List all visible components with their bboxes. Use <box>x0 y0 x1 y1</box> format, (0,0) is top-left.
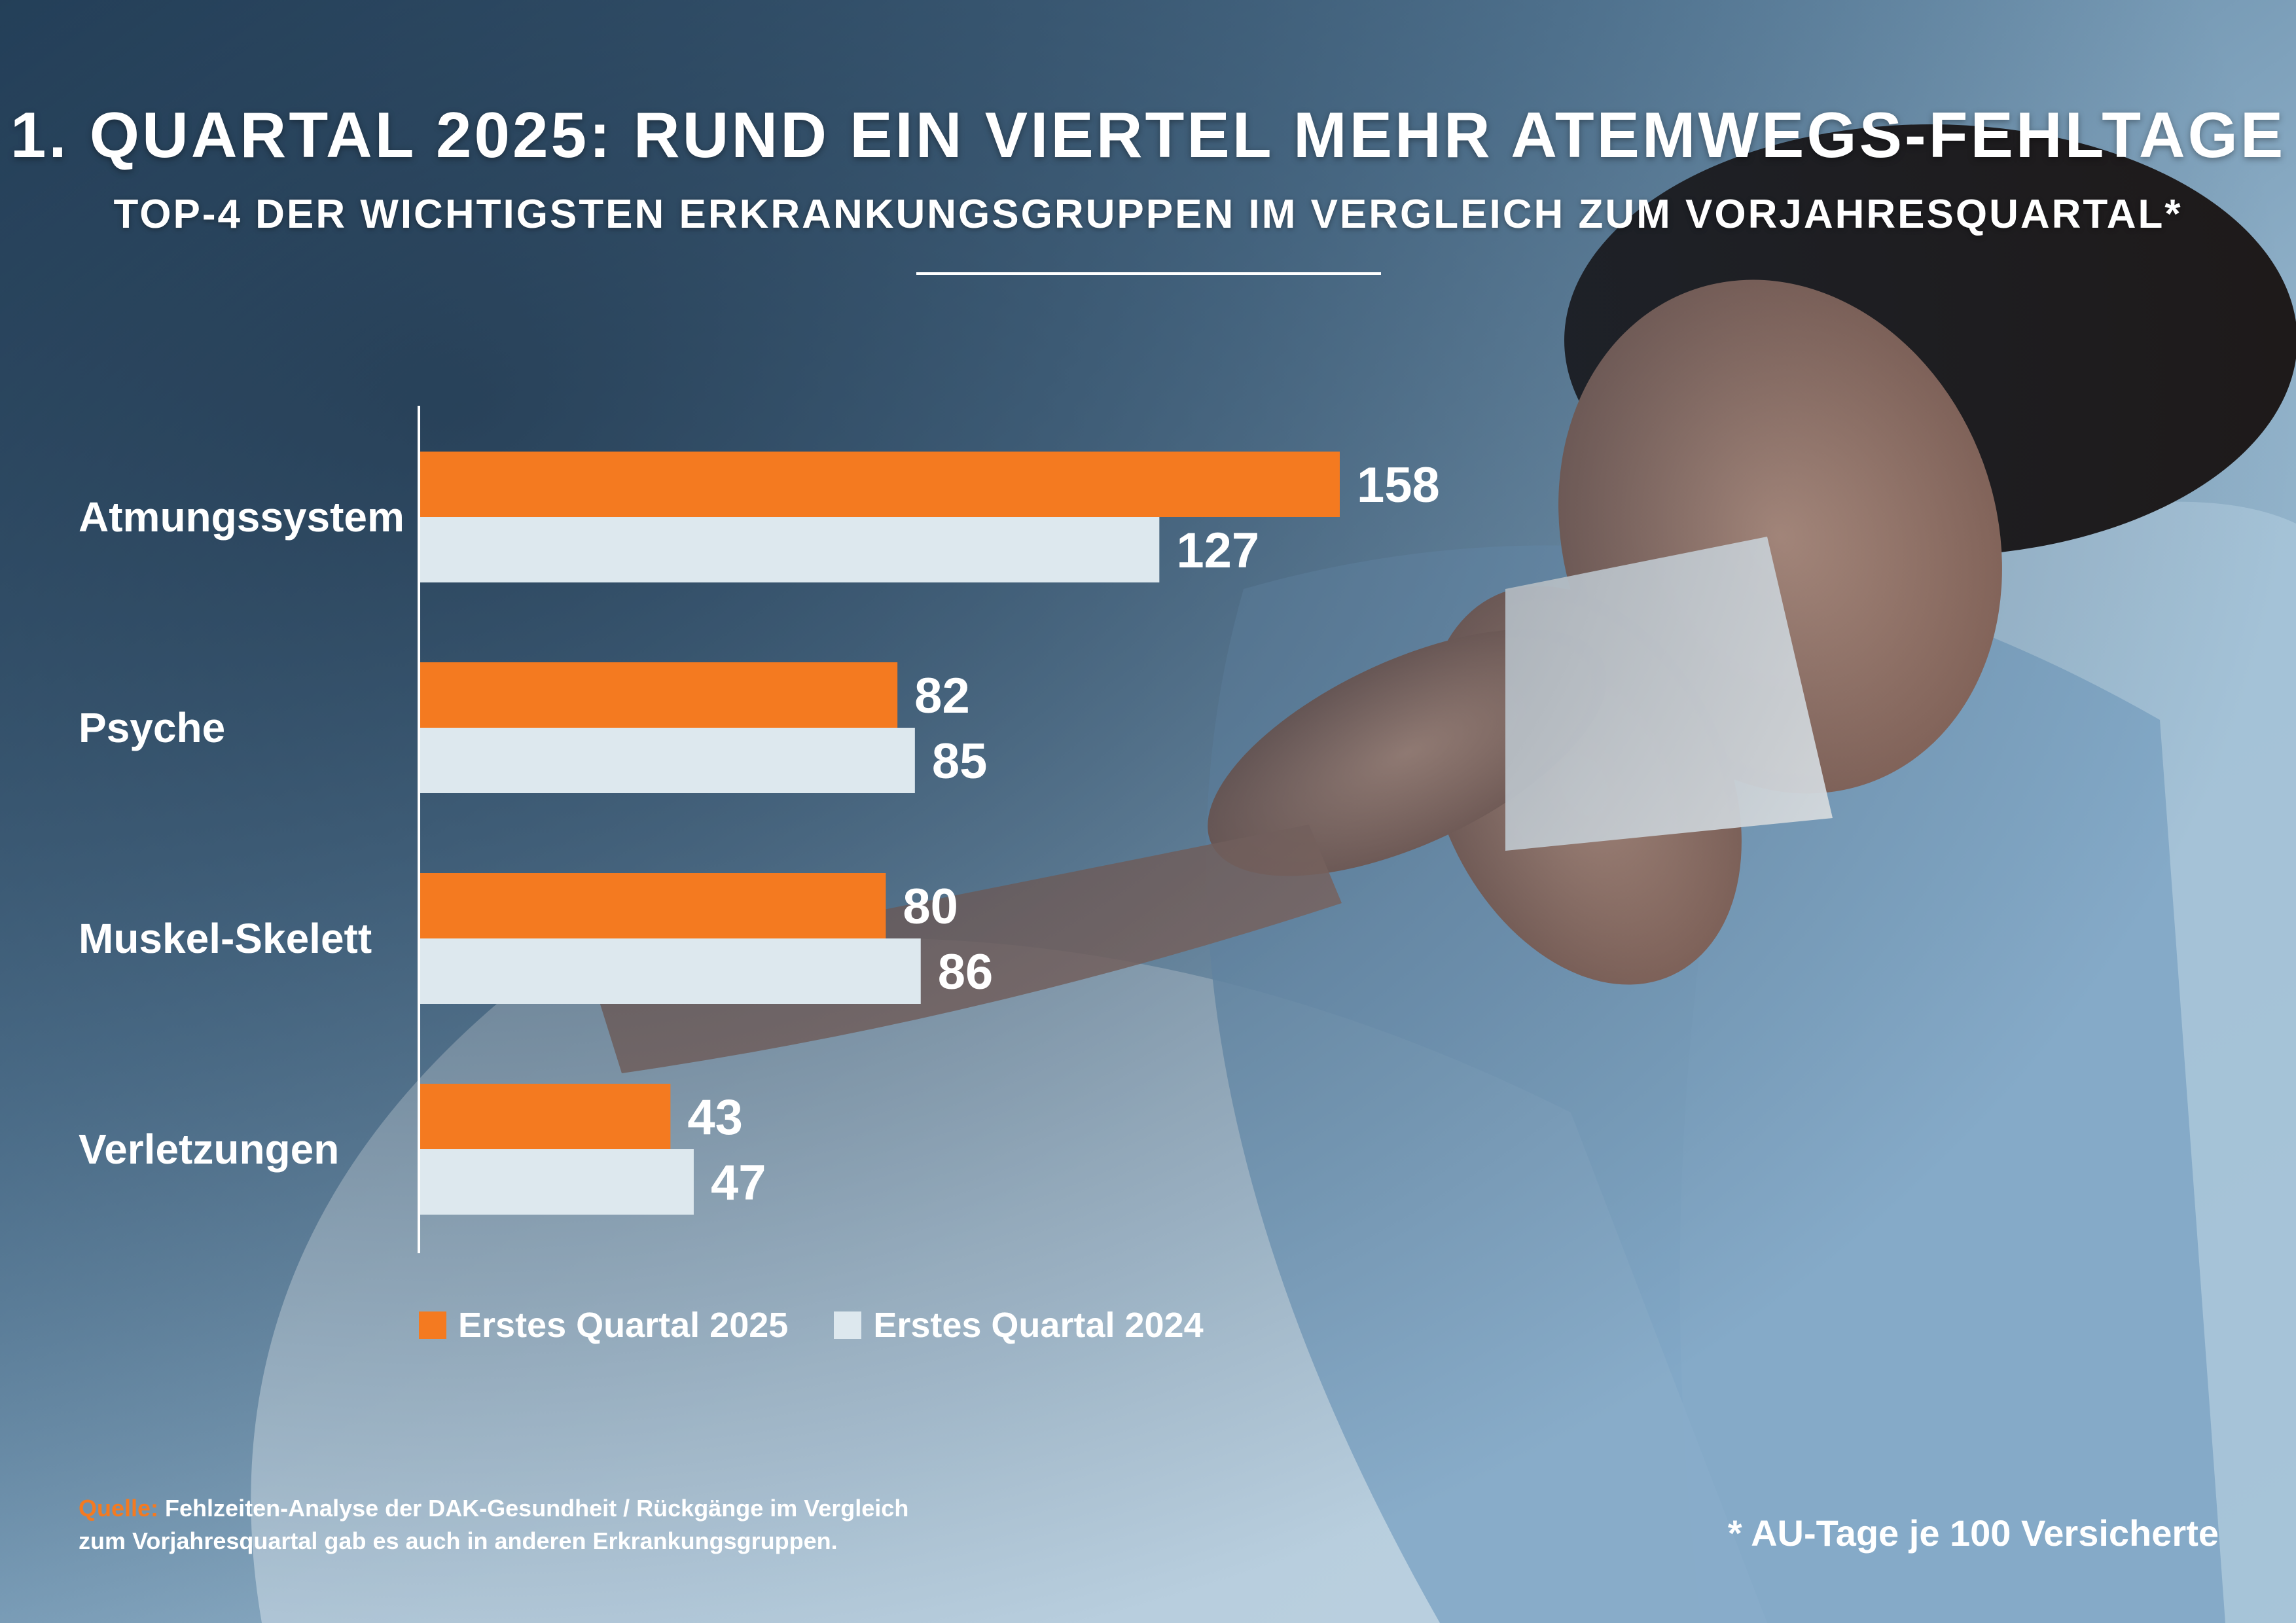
footnote: * AU-Tage je 100 Versicherte <box>1727 1512 2219 1554</box>
legend-label-2025: Erstes Quartal 2025 <box>458 1306 789 1345</box>
bar-value-label: 43 <box>687 1090 743 1145</box>
bar-2025 <box>420 662 898 728</box>
source-note: Quelle: Fehlzeiten-Analyse der DAK-Gesun… <box>79 1492 929 1558</box>
bar-2025 <box>420 1084 671 1149</box>
category-label: Psyche <box>79 704 225 751</box>
bar-value-label: 127 <box>1176 523 1259 579</box>
chart-subtitle: TOP-4 DER WICHTIGSTEN ERKRANKUNGSGRUPPEN… <box>113 192 2183 237</box>
bar-2024 <box>420 517 1160 582</box>
source-label: Quelle: <box>79 1495 159 1522</box>
title-divider <box>916 272 1381 275</box>
legend-item-2025: Erstes Quartal 2025 <box>419 1305 788 1346</box>
bar-2024 <box>420 728 915 793</box>
bar-2025 <box>420 452 1340 517</box>
category-label: Verletzungen <box>79 1126 339 1173</box>
bar-value-label: 82 <box>914 668 970 724</box>
legend-swatch-2024 <box>834 1311 862 1339</box>
bar-value-label: 158 <box>1357 457 1440 513</box>
category-label: Atmungssystem <box>79 493 404 541</box>
legend-label-2024: Erstes Quartal 2024 <box>873 1306 1204 1345</box>
bar-2025 <box>420 873 886 938</box>
legend: Erstes Quartal 2025 Erstes Quartal 2024 <box>419 1305 1249 1346</box>
chart-title: 1. QUARTAL 2025: RUND EIN VIERTEL MEHR A… <box>10 99 2286 171</box>
bar-value-label: 86 <box>938 944 994 1000</box>
legend-swatch-2025 <box>419 1311 446 1339</box>
bar-2024 <box>420 938 921 1004</box>
bar-value-label: 47 <box>711 1155 766 1211</box>
source-text: Fehlzeiten-Analyse der DAK-Gesundheit / … <box>79 1495 909 1554</box>
bar-value-label: 80 <box>903 879 958 935</box>
bar-value-label: 85 <box>932 734 988 789</box>
category-label: Muskel-Skelett <box>79 915 372 962</box>
bar-2024 <box>420 1149 694 1215</box>
legend-item-2024: Erstes Quartal 2024 <box>834 1305 1204 1346</box>
